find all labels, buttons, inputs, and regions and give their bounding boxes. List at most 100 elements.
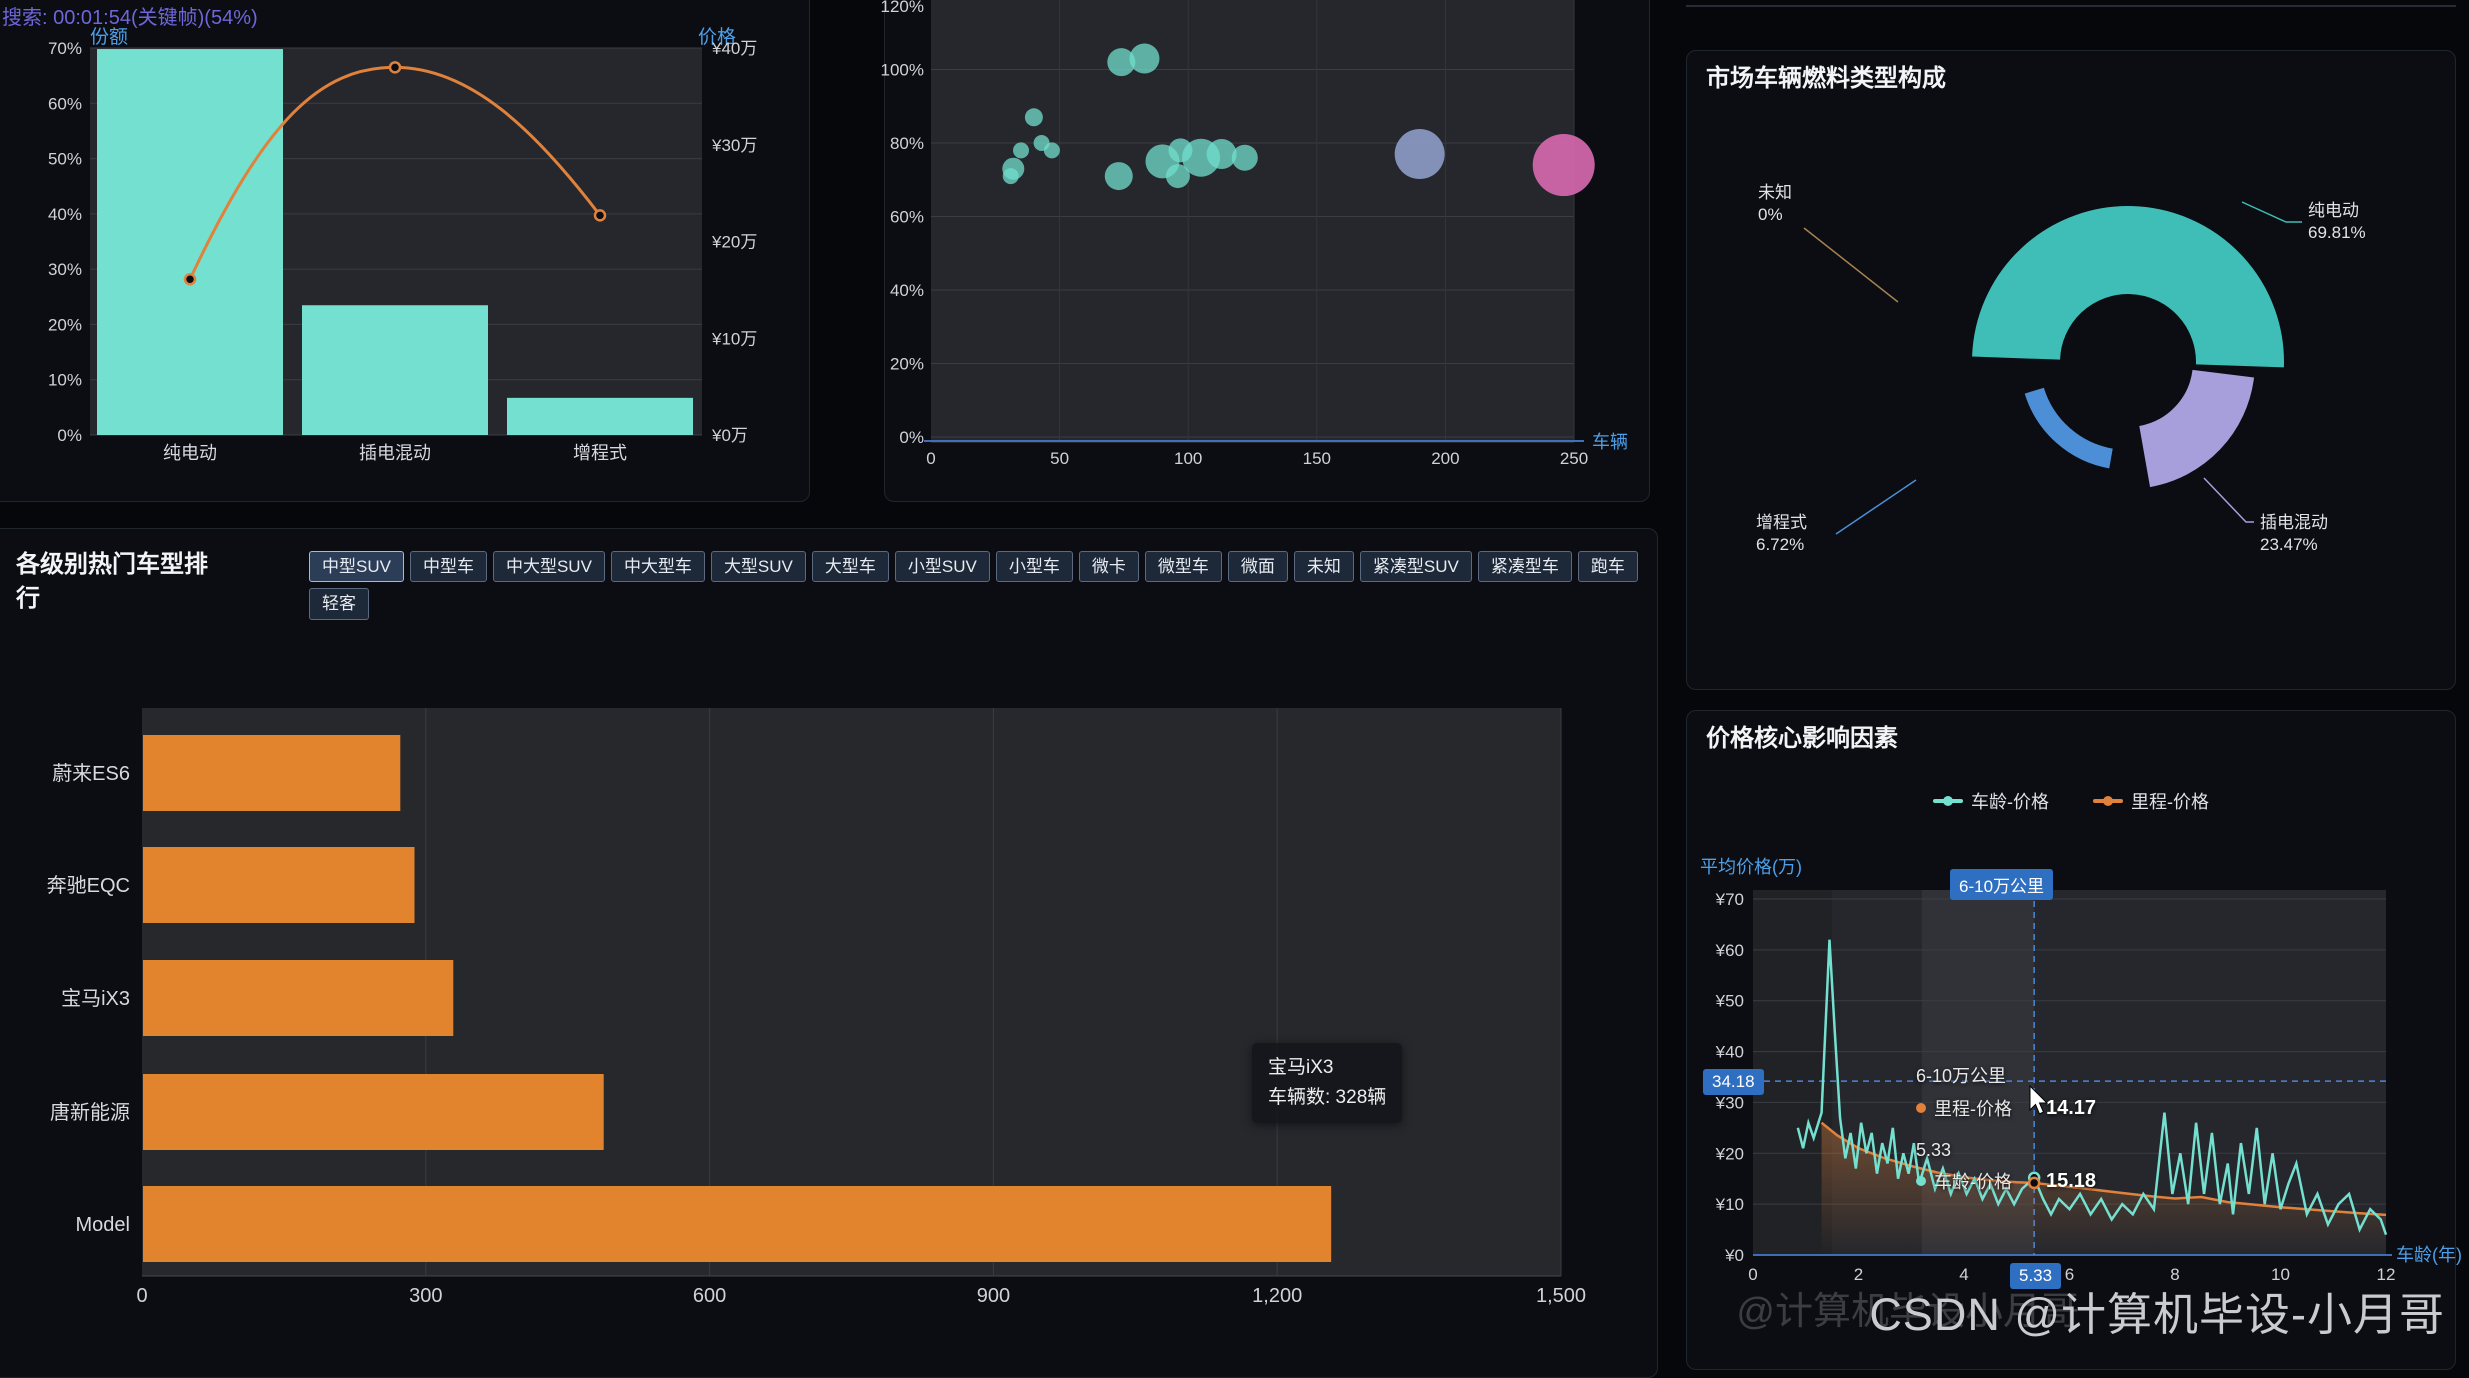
filter-button[interactable]: 未知 <box>1293 551 1354 583</box>
svg-text:300: 300 <box>409 1285 442 1307</box>
svg-text:蔚来ES6: 蔚来ES6 <box>52 762 130 785</box>
mileage-series-value: 14.17 <box>2046 1096 2097 1119</box>
filter-button[interactable]: 跑车 <box>1577 551 1638 583</box>
share-price-chart[interactable]: 0% 10% 20% 30% 40% 50% 60% 70% ¥0万 ¥10万 ¥20万 ¥30万 ¥4… <box>0 0 830 500</box>
price-tooltip-age: 5.33 车龄-价格 15.18 <box>1916 1140 2096 1194</box>
filter-button[interactable]: 小型车 <box>995 551 1073 583</box>
svg-text:纯电动: 纯电动 <box>2308 201 2359 220</box>
legend-item[interactable]: 车龄-价格 <box>1933 788 2049 814</box>
svg-text:20%: 20% <box>890 355 924 374</box>
svg-text:增程式: 增程式 <box>1756 513 1807 532</box>
svg-text:100: 100 <box>1174 449 1202 468</box>
category-filter-group: 中型SUV 中型车 中大型SUV 中大型车 大型SUV 大型车 小型SUV 小型车 微卡 微型车微… <box>309 551 1639 620</box>
svg-text:10: 10 <box>2271 1265 2290 1284</box>
svg-text:¥10万: ¥10万 <box>711 329 757 348</box>
price-tooltip-mileage-header: 6-10万公里 <box>1916 1066 2007 1086</box>
svg-text:50: 50 <box>1050 449 1069 468</box>
watermark-ghost: @计算机毕设小月哥 <box>1736 1291 2079 1333</box>
filter-button[interactable]: 中大型车 <box>610 551 705 583</box>
svg-text:¥60: ¥60 <box>1715 941 1744 960</box>
svg-text:¥20: ¥20 <box>1715 1144 1744 1163</box>
filter-button[interactable]: 小型SUV <box>894 551 990 583</box>
svg-text:¥40: ¥40 <box>1715 1043 1744 1062</box>
filter-button[interactable]: 中型SUV <box>309 551 404 583</box>
filter-button[interactable]: 微卡 <box>1078 551 1139 583</box>
svg-text:30%: 30% <box>48 260 82 279</box>
model-ranking-chart[interactable]: 0 300 600 900 1,200 1,500 蔚来ES6 奔驰EQC 宝马iX3 唐新能源 M… <box>0 528 1672 1351</box>
svg-text:12: 12 <box>2377 1265 2396 1284</box>
price-tooltip-age-header: 5.33 <box>1916 1140 1952 1160</box>
svg-text:80%: 80% <box>890 134 924 153</box>
svg-text:10%: 10% <box>48 371 82 390</box>
svg-text:1,200: 1,200 <box>1252 1285 1302 1307</box>
price-tooltip-mileage: 6-10万公里 里程-价格 14.17 <box>1916 1062 2096 1121</box>
svg-text:奔驰EQC: 奔驰EQC <box>47 874 130 897</box>
filter-button[interactable]: 中型车 <box>409 551 487 583</box>
mileage-series-dot <box>1916 1103 1926 1113</box>
svg-text:2: 2 <box>1854 1265 1863 1284</box>
svg-text:¥40万: ¥40万 <box>711 39 757 58</box>
age-series-dot <box>1916 1176 1926 1186</box>
svg-text:0: 0 <box>136 1285 147 1307</box>
svg-text:6: 6 <box>2065 1265 2074 1284</box>
svg-text:8: 8 <box>2170 1265 2179 1284</box>
legend-marker <box>1933 796 1963 806</box>
price-legend: 车龄-价格 里程-价格 <box>1686 788 2456 814</box>
video-caption: 搜索: 00:01:54(关键帧)(54%) <box>2 7 258 29</box>
age-series-label: 车龄-价格 <box>1934 1172 2012 1192</box>
svg-text:¥0: ¥0 <box>1724 1246 1744 1265</box>
age-series-value: 15.18 <box>2046 1169 2097 1192</box>
svg-text:40%: 40% <box>48 205 82 224</box>
share-axis-label: 份额 <box>90 27 129 48</box>
svg-text:20%: 20% <box>48 315 82 334</box>
svg-text:23.47%: 23.47% <box>2260 535 2318 554</box>
mouse-cursor <box>2029 1084 2049 1115</box>
price-panel-title: 价格核心影响因素 <box>1706 725 1898 752</box>
svg-text:¥30万: ¥30万 <box>711 136 757 155</box>
filter-button[interactable]: 微型车 <box>1144 551 1222 583</box>
filter-button[interactable]: 大型车 <box>811 551 889 583</box>
filter-button[interactable]: 中大型SUV <box>492 551 605 583</box>
svg-text:250: 250 <box>1560 449 1588 468</box>
legend-label: 车龄-价格 <box>1971 792 2049 812</box>
ranking-panel-title: 各级别热门车型排行 <box>16 551 208 612</box>
filter-button[interactable]: 微面 <box>1227 551 1288 583</box>
watermark: CSDN @计算机毕设-小月哥 <box>1869 1289 2445 1340</box>
x-axis-pointer-badge: 5.33 <box>2010 1263 2062 1289</box>
price-axis-label: 价格 <box>698 27 737 48</box>
filter-button[interactable]: 轻客 <box>309 588 369 620</box>
filter-button[interactable]: 紧凑型车 <box>1477 551 1572 583</box>
svg-text:6.72%: 6.72% <box>1756 535 1804 554</box>
svg-text:200: 200 <box>1431 449 1459 468</box>
legend-item[interactable]: 里程-价格 <box>2093 788 2209 814</box>
mileage-band-badge: 6-10万公里 <box>1950 869 2054 900</box>
panel-divider-line <box>1686 5 2456 7</box>
svg-text:唐新能源: 唐新能源 <box>50 1101 130 1124</box>
svg-text:平均价格(万): 平均价格(万) <box>1700 857 1802 877</box>
svg-text:¥30: ¥30 <box>1715 1093 1744 1112</box>
ranking-tooltip-count: 车辆数: 328辆 <box>1268 1087 1387 1108</box>
svg-text:50%: 50% <box>48 150 82 169</box>
fuel-panel-title: 市场车辆燃料类型构成 <box>1706 65 1946 92</box>
svg-text:0%: 0% <box>899 428 924 447</box>
svg-text:4: 4 <box>1959 1265 1968 1284</box>
filter-button[interactable]: 大型SUV <box>710 551 806 583</box>
panel-fuel-type <box>1686 50 2456 690</box>
svg-text:Model: Model <box>76 1214 130 1236</box>
ranking-tooltip: 宝马iX3 车辆数: 328辆 <box>1252 1043 1403 1123</box>
svg-text:未知: 未知 <box>1758 183 1792 202</box>
filter-button[interactable]: 紧凑型SUV <box>1359 551 1472 583</box>
svg-text:60%: 60% <box>890 208 924 227</box>
svg-text:69.81%: 69.81% <box>2308 223 2366 242</box>
svg-text:¥10: ¥10 <box>1715 1195 1744 1214</box>
svg-text:车辆: 车辆 <box>1592 432 1628 452</box>
fuel-type-donut[interactable]: 纯电动 69.81% 插电混动 23.47% 增程式 6.72% 未知 0% <box>1686 50 2458 690</box>
y-axis-pointer-badge: 34.18 <box>1703 1069 1764 1095</box>
svg-text:900: 900 <box>977 1285 1010 1307</box>
svg-text:70%: 70% <box>48 39 82 58</box>
svg-text:¥0万: ¥0万 <box>711 426 748 445</box>
svg-text:增程式: 增程式 <box>573 443 627 463</box>
svg-text:120%: 120% <box>881 0 924 16</box>
